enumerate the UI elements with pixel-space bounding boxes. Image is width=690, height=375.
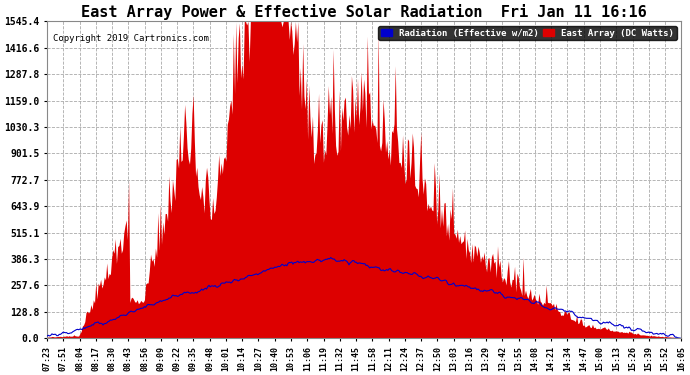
Legend: Radiation (Effective w/m2), East Array (DC Watts): Radiation (Effective w/m2), East Array (… — [378, 26, 677, 40]
Title: East Array Power & Effective Solar Radiation  Fri Jan 11 16:16: East Array Power & Effective Solar Radia… — [81, 4, 647, 20]
Text: Copyright 2019 Cartronics.com: Copyright 2019 Cartronics.com — [53, 34, 209, 43]
